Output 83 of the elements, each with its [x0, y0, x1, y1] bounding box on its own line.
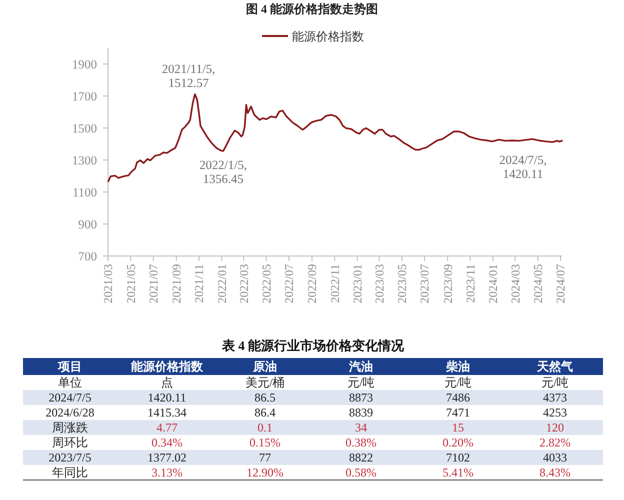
- text: 2.82%: [540, 436, 570, 450]
- text: 8873: [349, 390, 373, 404]
- x-tick-label: 2023/07: [418, 264, 432, 304]
- category-label: 单位: [58, 376, 82, 390]
- x-tick-label: 2023/11: [463, 264, 478, 303]
- text: 表 4 能源行业市场价格变化情况: [221, 338, 405, 353]
- x-tick-label: 2021/05: [124, 264, 138, 304]
- category-label: 2024/7/5: [48, 390, 92, 404]
- text: 4.77: [156, 420, 178, 434]
- text: 0.38%: [346, 436, 376, 450]
- category-label: 能源价格指数: [131, 360, 204, 374]
- x-tick-label: 2023/09: [440, 264, 455, 304]
- text: 0.20%: [442, 436, 474, 450]
- text: 元/吨: [347, 376, 375, 390]
- x-tick-label: 2023/01: [350, 264, 364, 304]
- annotation: 2021/11/5, 1512.57: [162, 62, 216, 90]
- text: 0.1: [258, 420, 272, 434]
- text: 8822: [349, 450, 373, 464]
- annotation: 2022/1/5, 1356.45: [199, 158, 247, 186]
- text: 1415.34: [148, 406, 186, 420]
- x-tick-label: 2024/03: [508, 264, 522, 304]
- category-label: 天然气: [536, 360, 573, 374]
- text: 元/吨: [541, 376, 569, 390]
- x-tick-label: 2021/07: [146, 264, 161, 304]
- text: 元/吨: [444, 376, 472, 390]
- x-tick-label: 2022/09: [305, 264, 320, 304]
- legend-label: 能源价格指数: [292, 30, 364, 44]
- text: 8839: [349, 406, 373, 420]
- y-tick-label: 1900: [72, 58, 97, 72]
- text: 15: [452, 420, 464, 434]
- x-tick-label: 2023/03: [372, 264, 386, 304]
- text: 4033: [543, 450, 567, 464]
- text: 美元/桶: [245, 376, 285, 390]
- y-tick-label: 1500: [72, 122, 97, 136]
- x-tick-label: 2022/07: [282, 264, 296, 304]
- y-tick-label: 1300: [72, 154, 97, 168]
- text: 86.4: [254, 406, 276, 420]
- category-label: 汽油: [348, 360, 373, 374]
- text: 0.15%: [250, 436, 280, 450]
- y-tick-label: 1100: [72, 186, 97, 200]
- text: 3.13%: [152, 466, 182, 480]
- y-tick-label: 700: [78, 250, 97, 264]
- text: 0.58%: [346, 466, 376, 480]
- x-tick-label: 2021/09: [170, 264, 184, 304]
- category-label: 周涨跌: [52, 420, 88, 434]
- x-tick-label: 2022/01: [214, 264, 229, 304]
- x-tick-label: 2023/05: [395, 264, 410, 304]
- category-label: 原油: [252, 360, 277, 374]
- chart-title: 图 4 能源价格指数走势图: [246, 2, 378, 16]
- text: 7471: [446, 406, 470, 420]
- text: 7102: [446, 450, 470, 464]
- x-tick-label: 2021/11: [192, 264, 206, 303]
- text: 12.90%: [246, 466, 284, 480]
- text: 5.41%: [442, 466, 474, 480]
- line-series: [108, 93, 563, 182]
- x-tick-label: 2024/05: [531, 264, 546, 304]
- text: 7486: [446, 390, 470, 404]
- x-tick-label: 2022/05: [259, 264, 274, 304]
- text: 77: [259, 450, 271, 464]
- text: 项目: [57, 360, 82, 374]
- text: 8.43%: [540, 466, 570, 480]
- x-tick-label: 2021/03: [101, 264, 116, 304]
- category-label: 2023/7/5: [48, 450, 92, 464]
- text: 86.5: [254, 390, 276, 404]
- y-tick-label: 900: [78, 218, 97, 232]
- text: 1420.11: [148, 390, 186, 404]
- y-tick-label: 1700: [72, 90, 97, 104]
- text: 点: [161, 376, 173, 390]
- x-tick-label: 2024/01: [486, 264, 500, 304]
- x-tick-label: 2022/03: [236, 264, 251, 304]
- category-label: 柴油: [445, 360, 470, 374]
- x-tick-label: 2024/07: [554, 264, 568, 304]
- annotation: 2024/7/5, 1420.11: [499, 152, 547, 181]
- text: 0.34%: [152, 436, 182, 450]
- text: 120: [546, 420, 564, 434]
- category-label: 周环比: [52, 436, 88, 450]
- x-tick-label: 2022/11: [328, 264, 342, 303]
- text: 4253: [543, 406, 567, 420]
- text: 1377.02: [148, 450, 186, 464]
- category-label: 2024/6/28: [46, 406, 94, 420]
- category-label: 年同比: [52, 466, 88, 480]
- text: 4373: [543, 390, 567, 404]
- text: 34: [355, 420, 367, 434]
